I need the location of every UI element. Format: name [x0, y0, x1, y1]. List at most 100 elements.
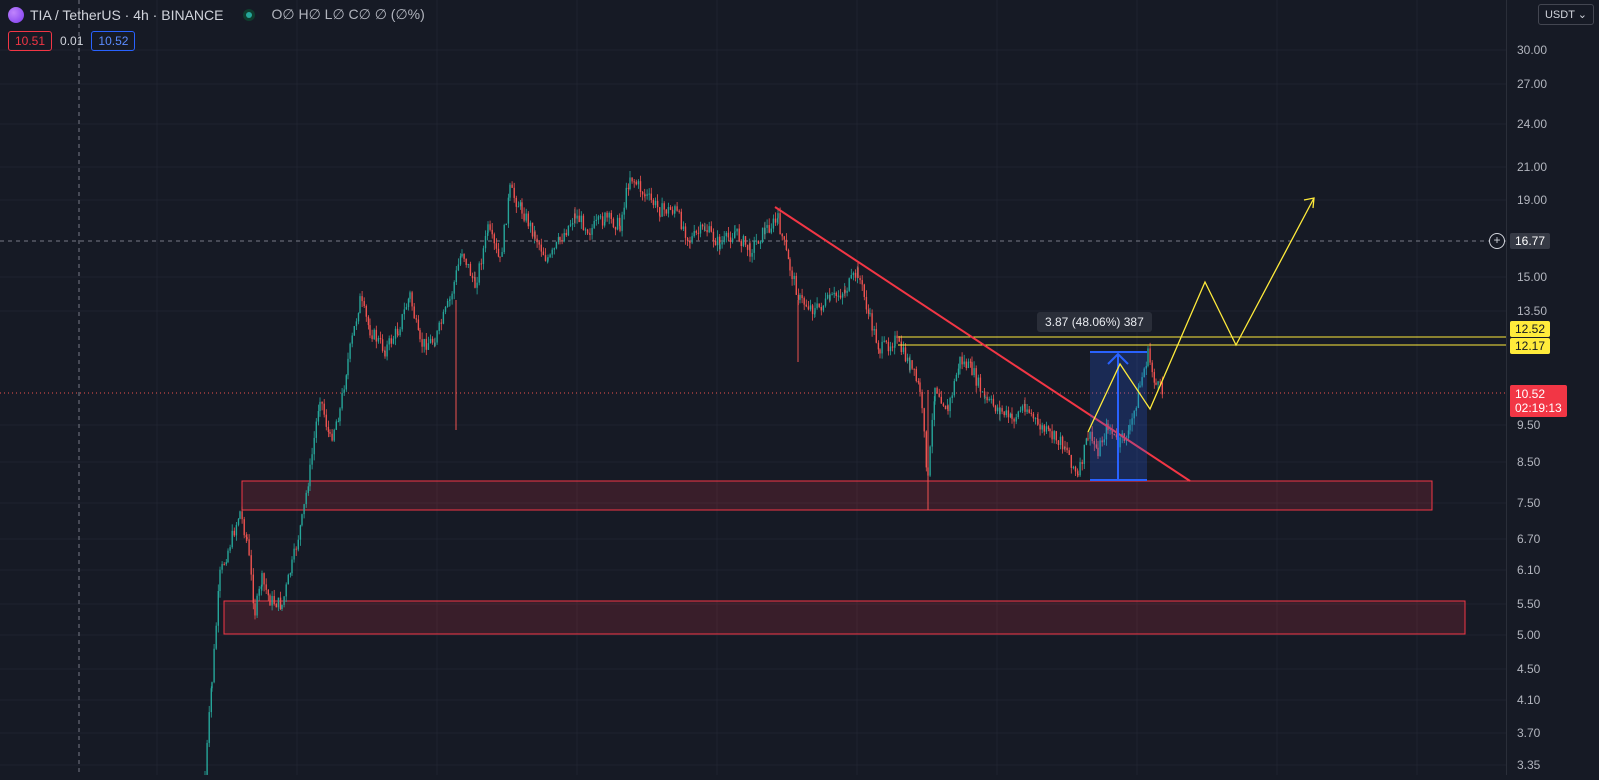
- candle-body: [1004, 412, 1005, 415]
- candle-body: [414, 306, 415, 318]
- bar-countdown: 02:19:13: [1515, 401, 1562, 415]
- candle-body: [248, 539, 249, 555]
- candle-body: [644, 195, 645, 196]
- candle-body: [598, 216, 599, 220]
- candle-body: [670, 207, 671, 210]
- candle-body: [449, 299, 450, 300]
- candle-body: [356, 321, 357, 326]
- candle-body: [964, 362, 965, 365]
- candle-body: [376, 330, 377, 342]
- candle-body: [896, 336, 897, 338]
- candle-body: [543, 252, 544, 255]
- candles: [204, 171, 1163, 775]
- add-alert-plus-icon[interactable]: +: [1489, 233, 1505, 249]
- candle-body: [653, 200, 654, 205]
- candle-body: [359, 296, 360, 313]
- candle-body: [732, 238, 733, 242]
- candle-body: [326, 415, 327, 427]
- candle-body: [382, 339, 383, 351]
- candle-body: [1044, 425, 1045, 431]
- candle-body: [604, 213, 605, 222]
- candle-body: [626, 188, 627, 208]
- candle-body: [574, 213, 575, 218]
- candle-body: [1079, 462, 1080, 475]
- candle-body: [411, 292, 412, 306]
- candle-body: [691, 236, 692, 242]
- candle-body: [779, 213, 780, 234]
- candle-body: [393, 339, 394, 344]
- candle-body: [226, 562, 227, 564]
- candle-body: [943, 404, 944, 406]
- candle-body: [868, 309, 869, 313]
- candle-body: [436, 331, 437, 343]
- candle-body: [1062, 437, 1063, 450]
- price-scale[interactable]: USDT ⌄ 30.00 27.00 24.00 21.00 19.00 15.…: [1506, 0, 1599, 775]
- candle-body: [545, 255, 546, 261]
- candle-body: [734, 231, 735, 232]
- candle-body: [286, 584, 287, 596]
- candle-body: [1010, 414, 1011, 418]
- candle-body: [934, 388, 935, 402]
- candle-body: [827, 295, 828, 299]
- grid: [0, 0, 1506, 775]
- buy-price-button[interactable]: 10.52: [91, 31, 135, 51]
- candle-body: [844, 290, 845, 293]
- candle-body: [354, 326, 355, 335]
- candle-body: [939, 393, 940, 396]
- candle-body: [640, 181, 641, 192]
- candle-body: [777, 213, 778, 218]
- candle-body: [211, 682, 212, 688]
- candle-body: [443, 312, 444, 324]
- candle-body: [532, 223, 533, 237]
- candle-body: [421, 339, 422, 346]
- candle-body: [508, 198, 509, 224]
- support-zone-lower[interactable]: [224, 601, 1465, 634]
- candle-body: [909, 360, 910, 370]
- candle-body: [689, 242, 690, 243]
- candle-body: [338, 421, 339, 422]
- candle-body: [821, 307, 822, 310]
- candle-body: [736, 229, 737, 232]
- candle-body: [219, 570, 220, 591]
- candle-body: [346, 375, 347, 389]
- trade-quotes: 10.51 0.01 10.52: [8, 31, 135, 51]
- candle-body: [971, 362, 972, 375]
- candle-body: [668, 207, 669, 214]
- chart-canvas[interactable]: [0, 0, 1506, 775]
- candle-body: [520, 202, 521, 206]
- candle-body: [970, 362, 971, 363]
- candle-body: [719, 244, 720, 249]
- candle-body: [916, 369, 917, 381]
- support-zone-upper[interactable]: [242, 481, 1432, 510]
- candle-body: [534, 232, 535, 239]
- candle-body: [468, 264, 469, 265]
- candle-body: [989, 399, 990, 400]
- candle-body: [426, 339, 427, 350]
- candle-body: [721, 242, 722, 244]
- candle-body: [344, 389, 345, 393]
- candle-body: [241, 511, 242, 519]
- candle-body: [617, 218, 618, 230]
- candle-body: [905, 347, 906, 361]
- sell-price-button[interactable]: 10.51: [8, 31, 52, 51]
- candle-body: [613, 219, 614, 227]
- candle-body: [901, 342, 902, 352]
- candle-body: [874, 329, 875, 330]
- candle-body: [259, 589, 260, 596]
- candle-body: [1075, 467, 1076, 472]
- candle-body: [288, 575, 289, 585]
- candle-body: [884, 341, 885, 342]
- candle-body: [251, 555, 252, 574]
- candle-body: [606, 213, 607, 218]
- candle-body: [1024, 404, 1025, 412]
- symbol-title[interactable]: TIA / TetherUS · 4h · BINANCE: [30, 7, 223, 23]
- candle-body: [602, 216, 603, 225]
- candle-body: [958, 369, 959, 375]
- candle-body: [945, 406, 946, 409]
- candle-body: [628, 188, 629, 189]
- chart-area[interactable]: TIA / TetherUS · 4h · BINANCE O∅ H∅ L∅ C…: [0, 0, 1506, 775]
- market-open-status-icon[interactable]: [243, 9, 255, 21]
- currency-selector[interactable]: USDT ⌄: [1538, 4, 1594, 25]
- candle-body: [1084, 445, 1085, 464]
- candle-body: [501, 252, 502, 257]
